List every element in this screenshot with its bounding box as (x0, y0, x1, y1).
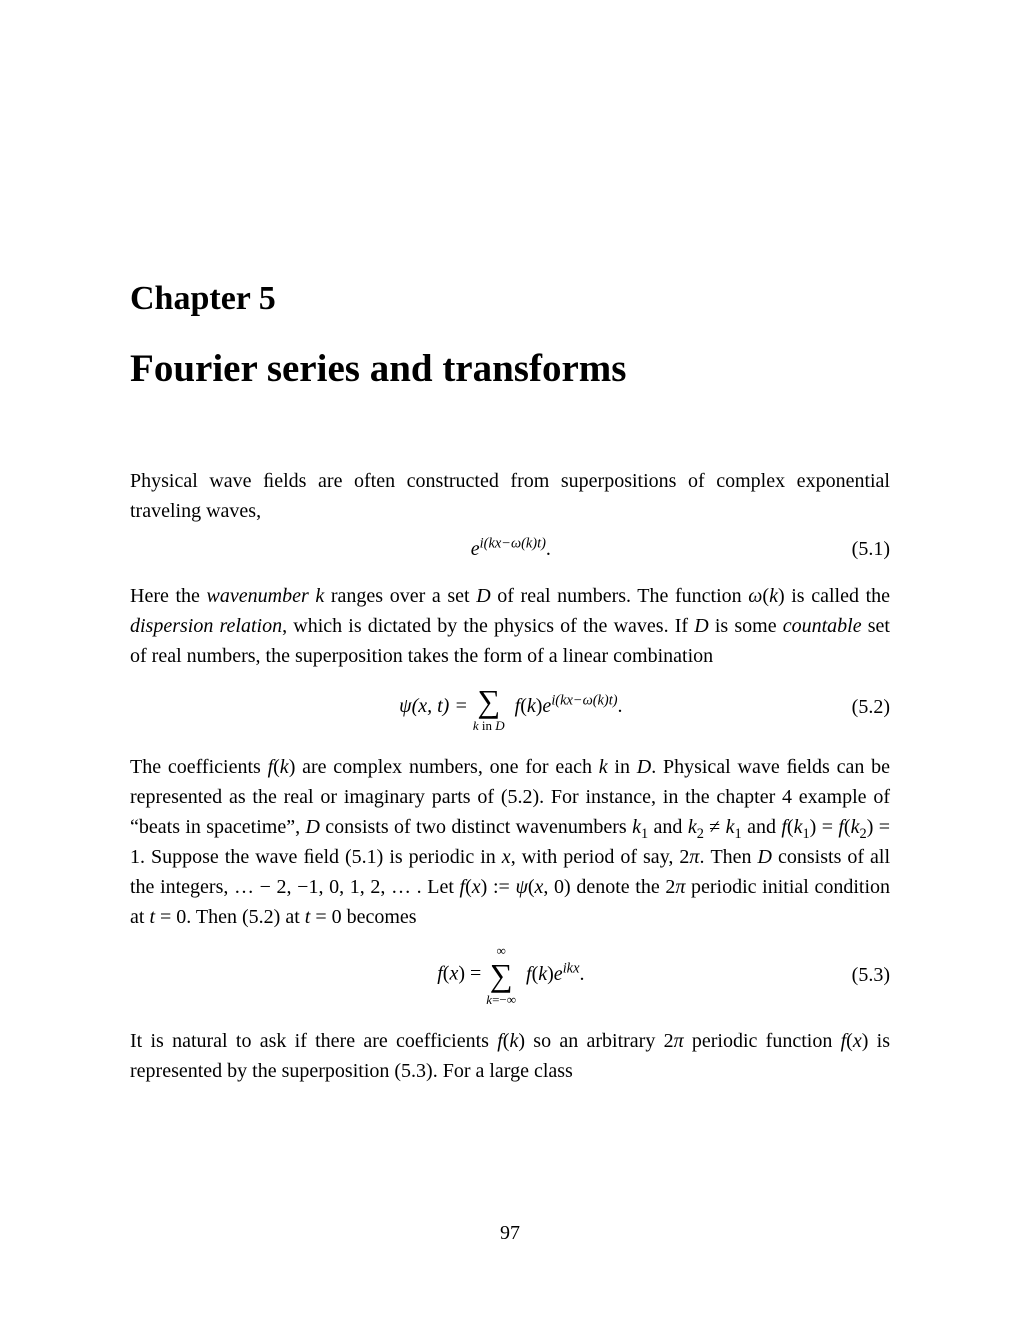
chapter-title: Fourier series and transforms (130, 346, 890, 391)
equation-5-2-content: ψ(x, t) = ∑ k in D f(k)ei(kx−ω(k)t). (190, 683, 832, 732)
paragraph-3: The coefficients f(k) are complex number… (130, 752, 890, 932)
sigma-icon: ∑ (473, 685, 505, 717)
equation-5-3-label: (5.3) (832, 964, 890, 987)
eq2-lhs: ψ(x, t) = (399, 695, 473, 717)
sigma-icon: ∑ (486, 959, 516, 991)
equation-5-2-label: (5.2) (832, 696, 890, 719)
paragraph-4: It is natural to ask if there are coeffi… (130, 1026, 890, 1086)
eq2-sum-bottom: k in D (473, 719, 505, 732)
equation-5-3-content: f(x) = ∞ ∑ k=−∞ f(k)eikx. (190, 944, 832, 1006)
eq2-sum: ∑ k in D (473, 683, 505, 732)
eq3-sum: ∞ ∑ k=−∞ (486, 944, 516, 1006)
equation-5-1: ei(kx−ω(k)t). (5.1) (130, 538, 890, 561)
equation-5-3: f(x) = ∞ ∑ k=−∞ f(k)eikx. (5.3) (130, 944, 890, 1006)
equation-5-1-label: (5.1) (832, 538, 890, 561)
eq3-lhs: f(x) = (437, 963, 486, 985)
eq2-rhs: f(k)ei(kx−ω(k)t). (510, 695, 623, 717)
chapter-label: Chapter 5 (130, 280, 890, 318)
equation-5-1-content: ei(kx−ω(k)t). (190, 538, 832, 561)
eq3-sum-top: ∞ (486, 944, 516, 957)
equation-5-2: ψ(x, t) = ∑ k in D f(k)ei(kx−ω(k)t). (5.… (130, 683, 890, 732)
page-number: 97 (0, 1222, 1020, 1245)
paragraph-1: Physical wave ﬁelds are often constructe… (130, 466, 890, 526)
eq3-rhs: f(k)eikx. (521, 963, 584, 985)
paragraph-2: Here the wavenumber k ranges over a set … (130, 581, 890, 671)
eq3-sum-bottom: k=−∞ (486, 993, 516, 1006)
